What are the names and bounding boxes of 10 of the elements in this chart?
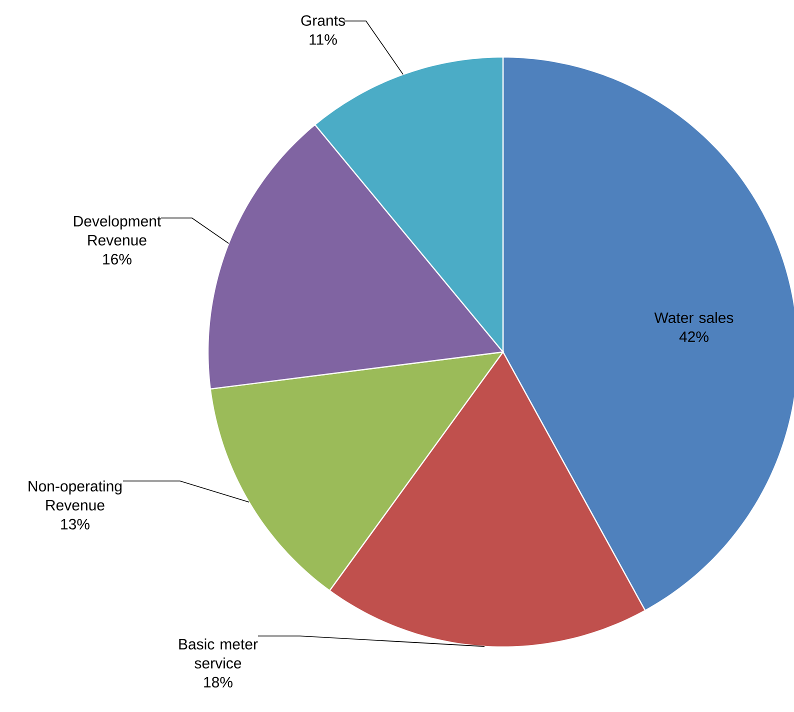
slice-label: Development Revenue [74,215,162,246]
data-label: 18% [204,676,232,688]
data-label: 42% [679,331,708,342]
data-label: 16% [103,254,132,264]
slice-label: Basic meter service [179,638,258,668]
slice-label: Water sales [654,312,734,324]
data-label: 13% [61,518,90,530]
slice-label: Non-operating Revenue [28,480,122,510]
slice-label: Grants [301,15,345,26]
data-label: 11% [310,34,337,45]
